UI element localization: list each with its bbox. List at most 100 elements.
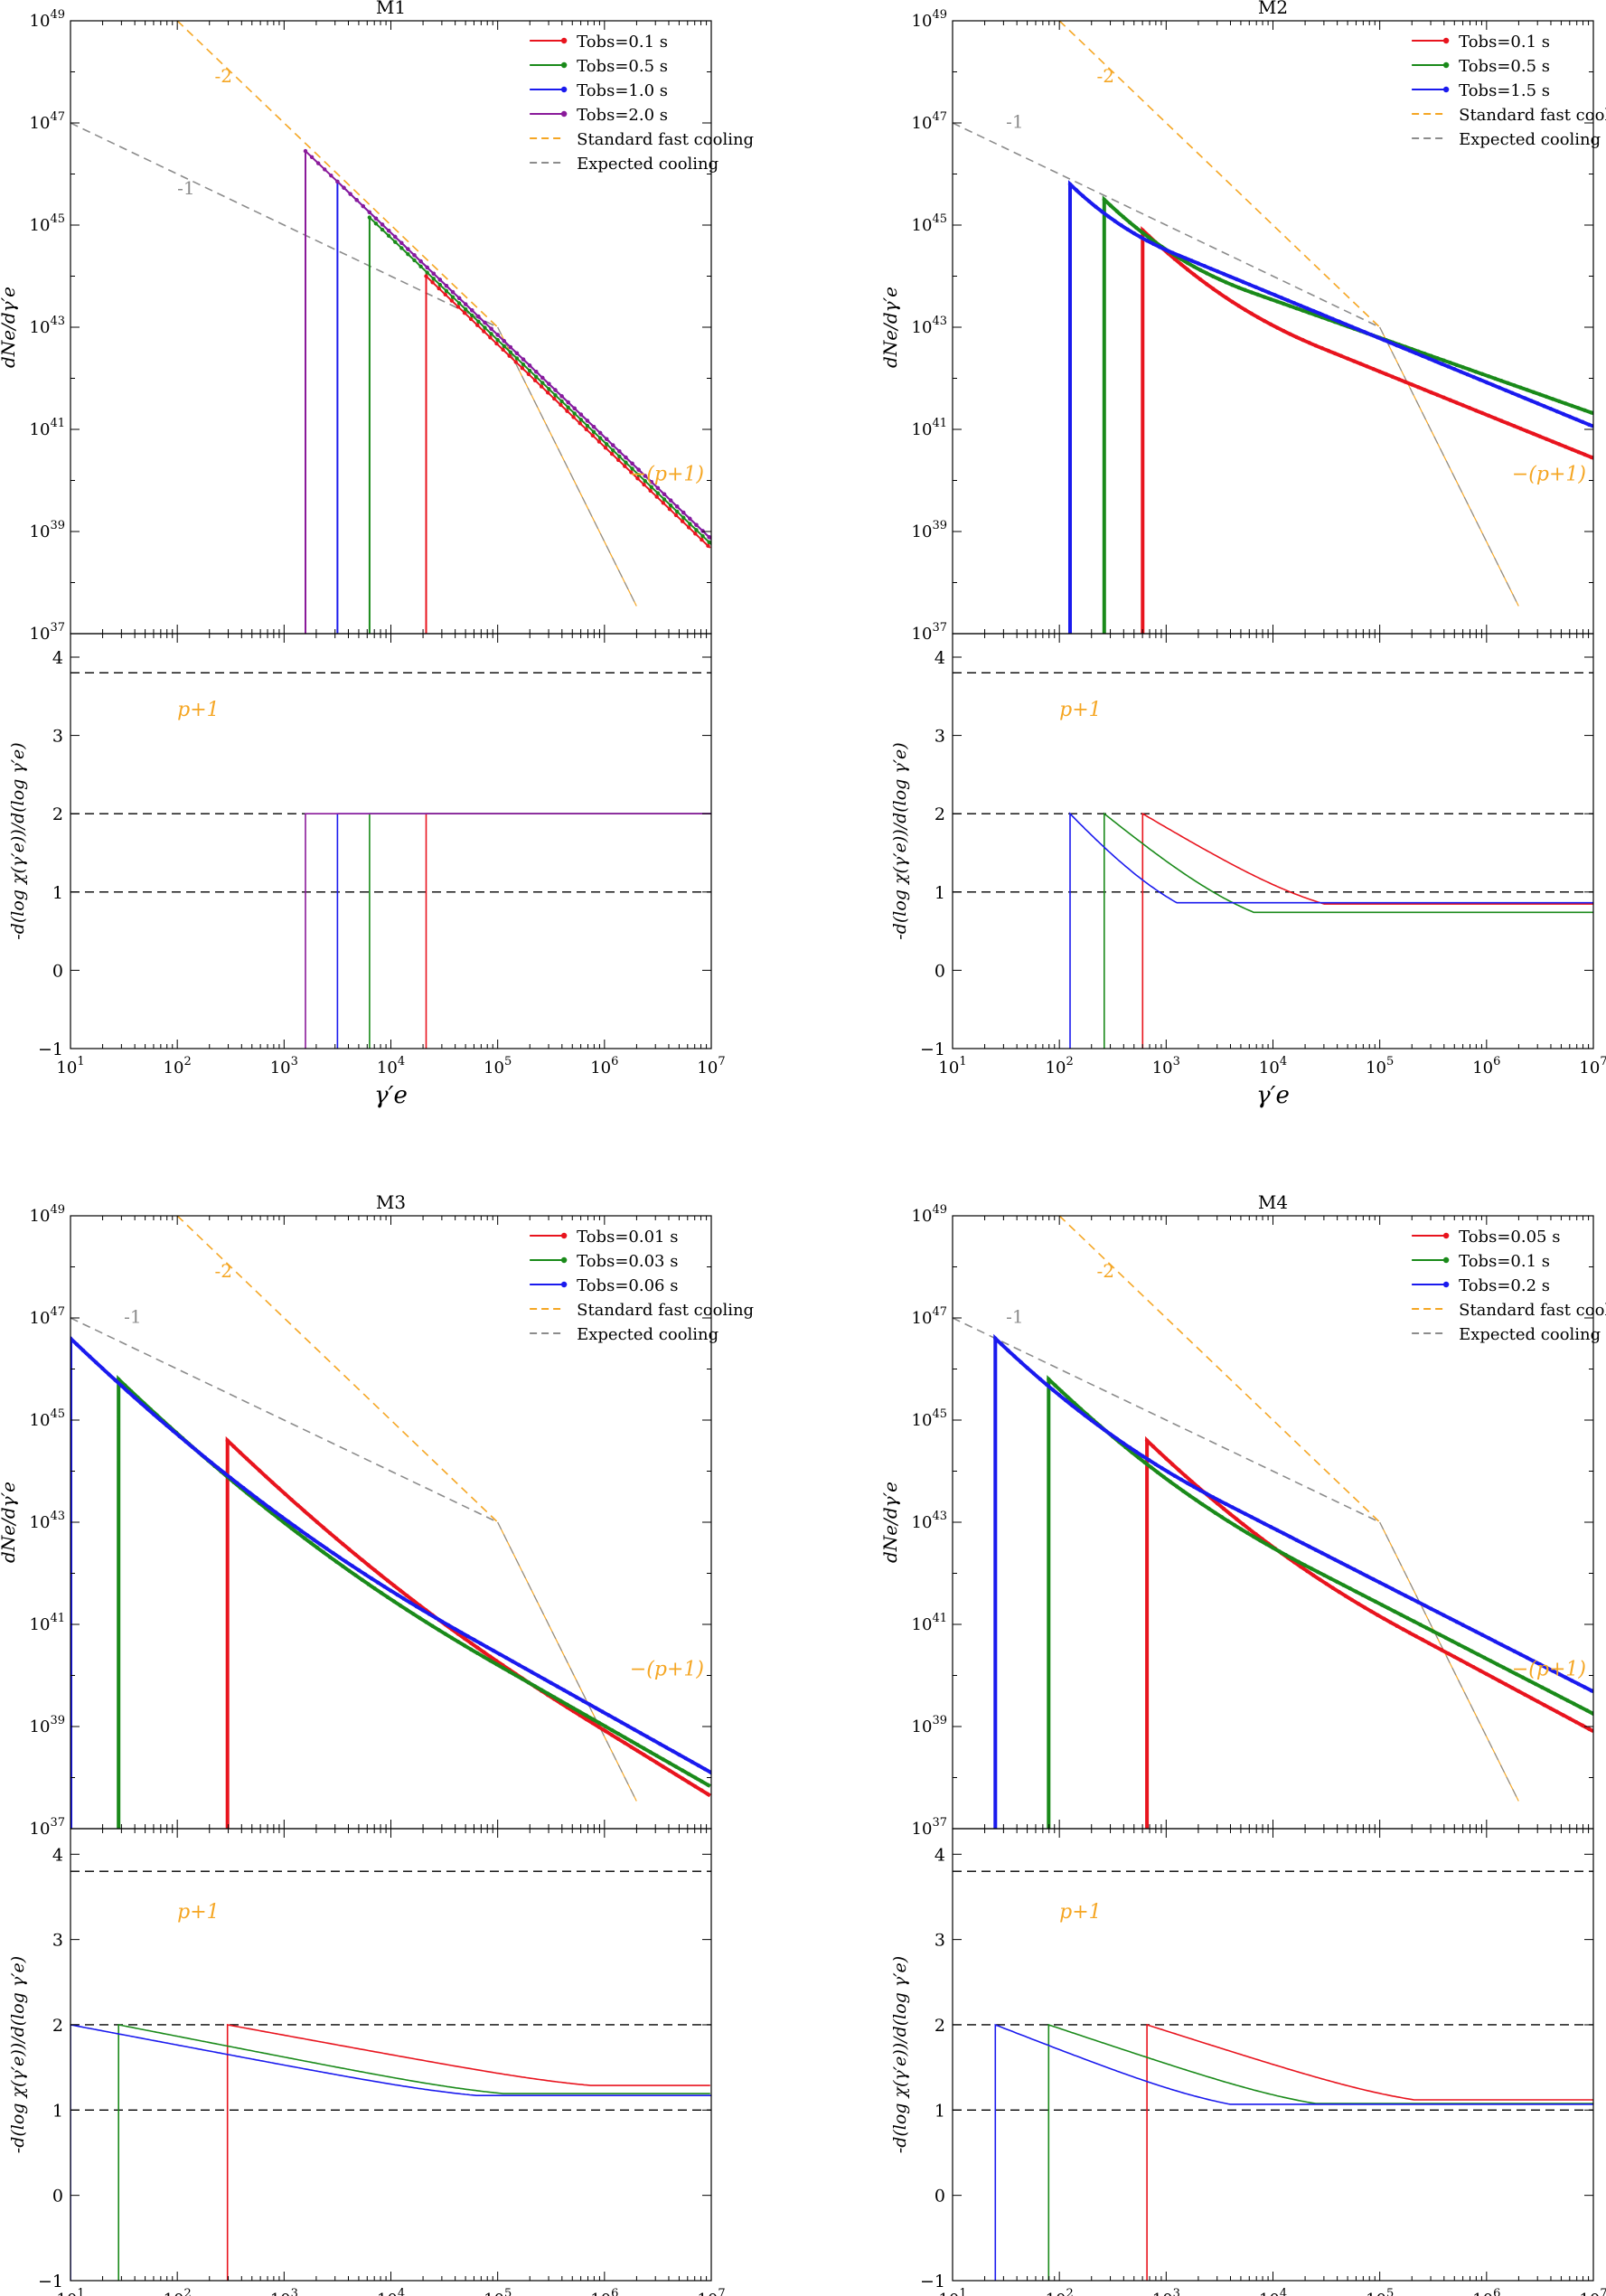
data-point xyxy=(1330,316,1335,322)
data-point xyxy=(1435,392,1440,398)
data-point xyxy=(547,381,551,386)
data-point xyxy=(1529,399,1534,403)
data-point xyxy=(571,1706,576,1710)
data-point xyxy=(1196,261,1200,266)
data-point xyxy=(1213,1510,1217,1515)
data-point xyxy=(673,513,679,518)
data-point xyxy=(470,308,474,313)
data-point xyxy=(1305,1568,1310,1574)
series-line-blue xyxy=(1068,180,1593,634)
data-point xyxy=(1282,1531,1286,1536)
data-point xyxy=(1556,442,1562,447)
data-point xyxy=(302,1509,306,1513)
data-point xyxy=(617,449,622,454)
data-point xyxy=(1580,419,1585,425)
slope-line-blue xyxy=(70,2024,711,2281)
data-point xyxy=(425,270,429,275)
x-tick-label: 106 xyxy=(590,1055,618,1077)
data-point xyxy=(1390,374,1395,380)
data-point xyxy=(584,1713,588,1718)
data-point xyxy=(183,1439,188,1444)
data-point xyxy=(635,1743,640,1747)
data-point xyxy=(482,329,486,334)
annotation-slope-minus-2: -2 xyxy=(1097,65,1114,87)
slope-line-green xyxy=(117,2024,710,2281)
data-point xyxy=(431,277,436,281)
data-point xyxy=(501,347,505,353)
data-point xyxy=(700,533,705,539)
bottom-y-axis-label: -d(log χ(γ′e))/d(log γ′e) xyxy=(8,1956,28,2153)
data-point xyxy=(260,1501,265,1505)
series-markers-red xyxy=(424,274,710,549)
data-point xyxy=(302,1536,306,1540)
data-point xyxy=(1127,1445,1132,1450)
data-point xyxy=(389,1588,393,1593)
data-point xyxy=(629,470,634,475)
data-point xyxy=(1393,1609,1397,1614)
data-point xyxy=(362,1572,368,1576)
data-point xyxy=(571,415,576,419)
data-point xyxy=(1512,1649,1517,1653)
data-point xyxy=(1448,398,1452,402)
y-tick-label: 3 xyxy=(52,727,63,747)
data-point xyxy=(1241,279,1245,285)
y-tick-label: 4 xyxy=(934,648,945,668)
data-point xyxy=(1313,1548,1318,1552)
data-point xyxy=(1454,1619,1459,1624)
data-point xyxy=(693,1775,698,1780)
data-point xyxy=(1025,1366,1029,1370)
data-point xyxy=(472,1637,476,1642)
data-point xyxy=(552,1695,557,1699)
data-point xyxy=(625,1724,631,1728)
data-point xyxy=(1550,1669,1555,1673)
data-point xyxy=(1401,1627,1405,1632)
y-tick-label: 1037 xyxy=(912,1816,947,1839)
data-point xyxy=(449,298,455,303)
data-point xyxy=(495,333,500,337)
data-point xyxy=(1542,1702,1546,1708)
data-point xyxy=(309,155,315,160)
data-point xyxy=(578,421,582,426)
data-point xyxy=(502,339,506,343)
data-point xyxy=(1517,393,1521,398)
data-point xyxy=(1153,1462,1158,1466)
data-point xyxy=(329,173,333,178)
data-point xyxy=(1572,1701,1576,1707)
y-tick-label: 4 xyxy=(52,648,63,668)
legend-marker-green xyxy=(1442,61,1450,69)
x-tick-label: 102 xyxy=(1046,2287,1074,2296)
data-point xyxy=(1243,1511,1247,1516)
data-point xyxy=(1207,1506,1211,1511)
data-point xyxy=(1573,417,1579,422)
data-point xyxy=(1170,1462,1175,1467)
data-point xyxy=(1275,1528,1280,1532)
data-point xyxy=(513,360,518,364)
data-point xyxy=(1486,1636,1491,1641)
data-point xyxy=(1268,1524,1273,1529)
data-point xyxy=(1102,197,1106,202)
data-point xyxy=(1217,277,1222,282)
legend-label: Tobs=0.05 s xyxy=(1459,1228,1560,1247)
data-point xyxy=(1268,322,1273,327)
legend: Tobs=0.1 s Tobs=0.5 s Tobs=1.5 s Standard f… xyxy=(1412,33,1606,149)
data-point xyxy=(1531,431,1536,437)
data-point xyxy=(1440,362,1444,366)
data-point xyxy=(449,1635,455,1641)
data-point xyxy=(1567,414,1573,419)
data-point xyxy=(305,1533,310,1538)
data-point xyxy=(600,1709,605,1714)
legend-marker-green xyxy=(560,61,568,69)
data-point xyxy=(1236,304,1241,308)
data-point xyxy=(1160,1465,1164,1471)
data-point xyxy=(1329,1576,1333,1581)
data-point xyxy=(603,446,608,450)
data-point xyxy=(1236,1508,1241,1513)
data-point xyxy=(623,1735,627,1740)
data-point xyxy=(350,1564,355,1568)
data-point xyxy=(229,1475,233,1481)
data-point xyxy=(596,1725,602,1729)
data-point xyxy=(462,1643,467,1648)
data-point xyxy=(1114,1436,1120,1441)
data-point xyxy=(1249,290,1254,295)
data-point xyxy=(1467,406,1472,410)
